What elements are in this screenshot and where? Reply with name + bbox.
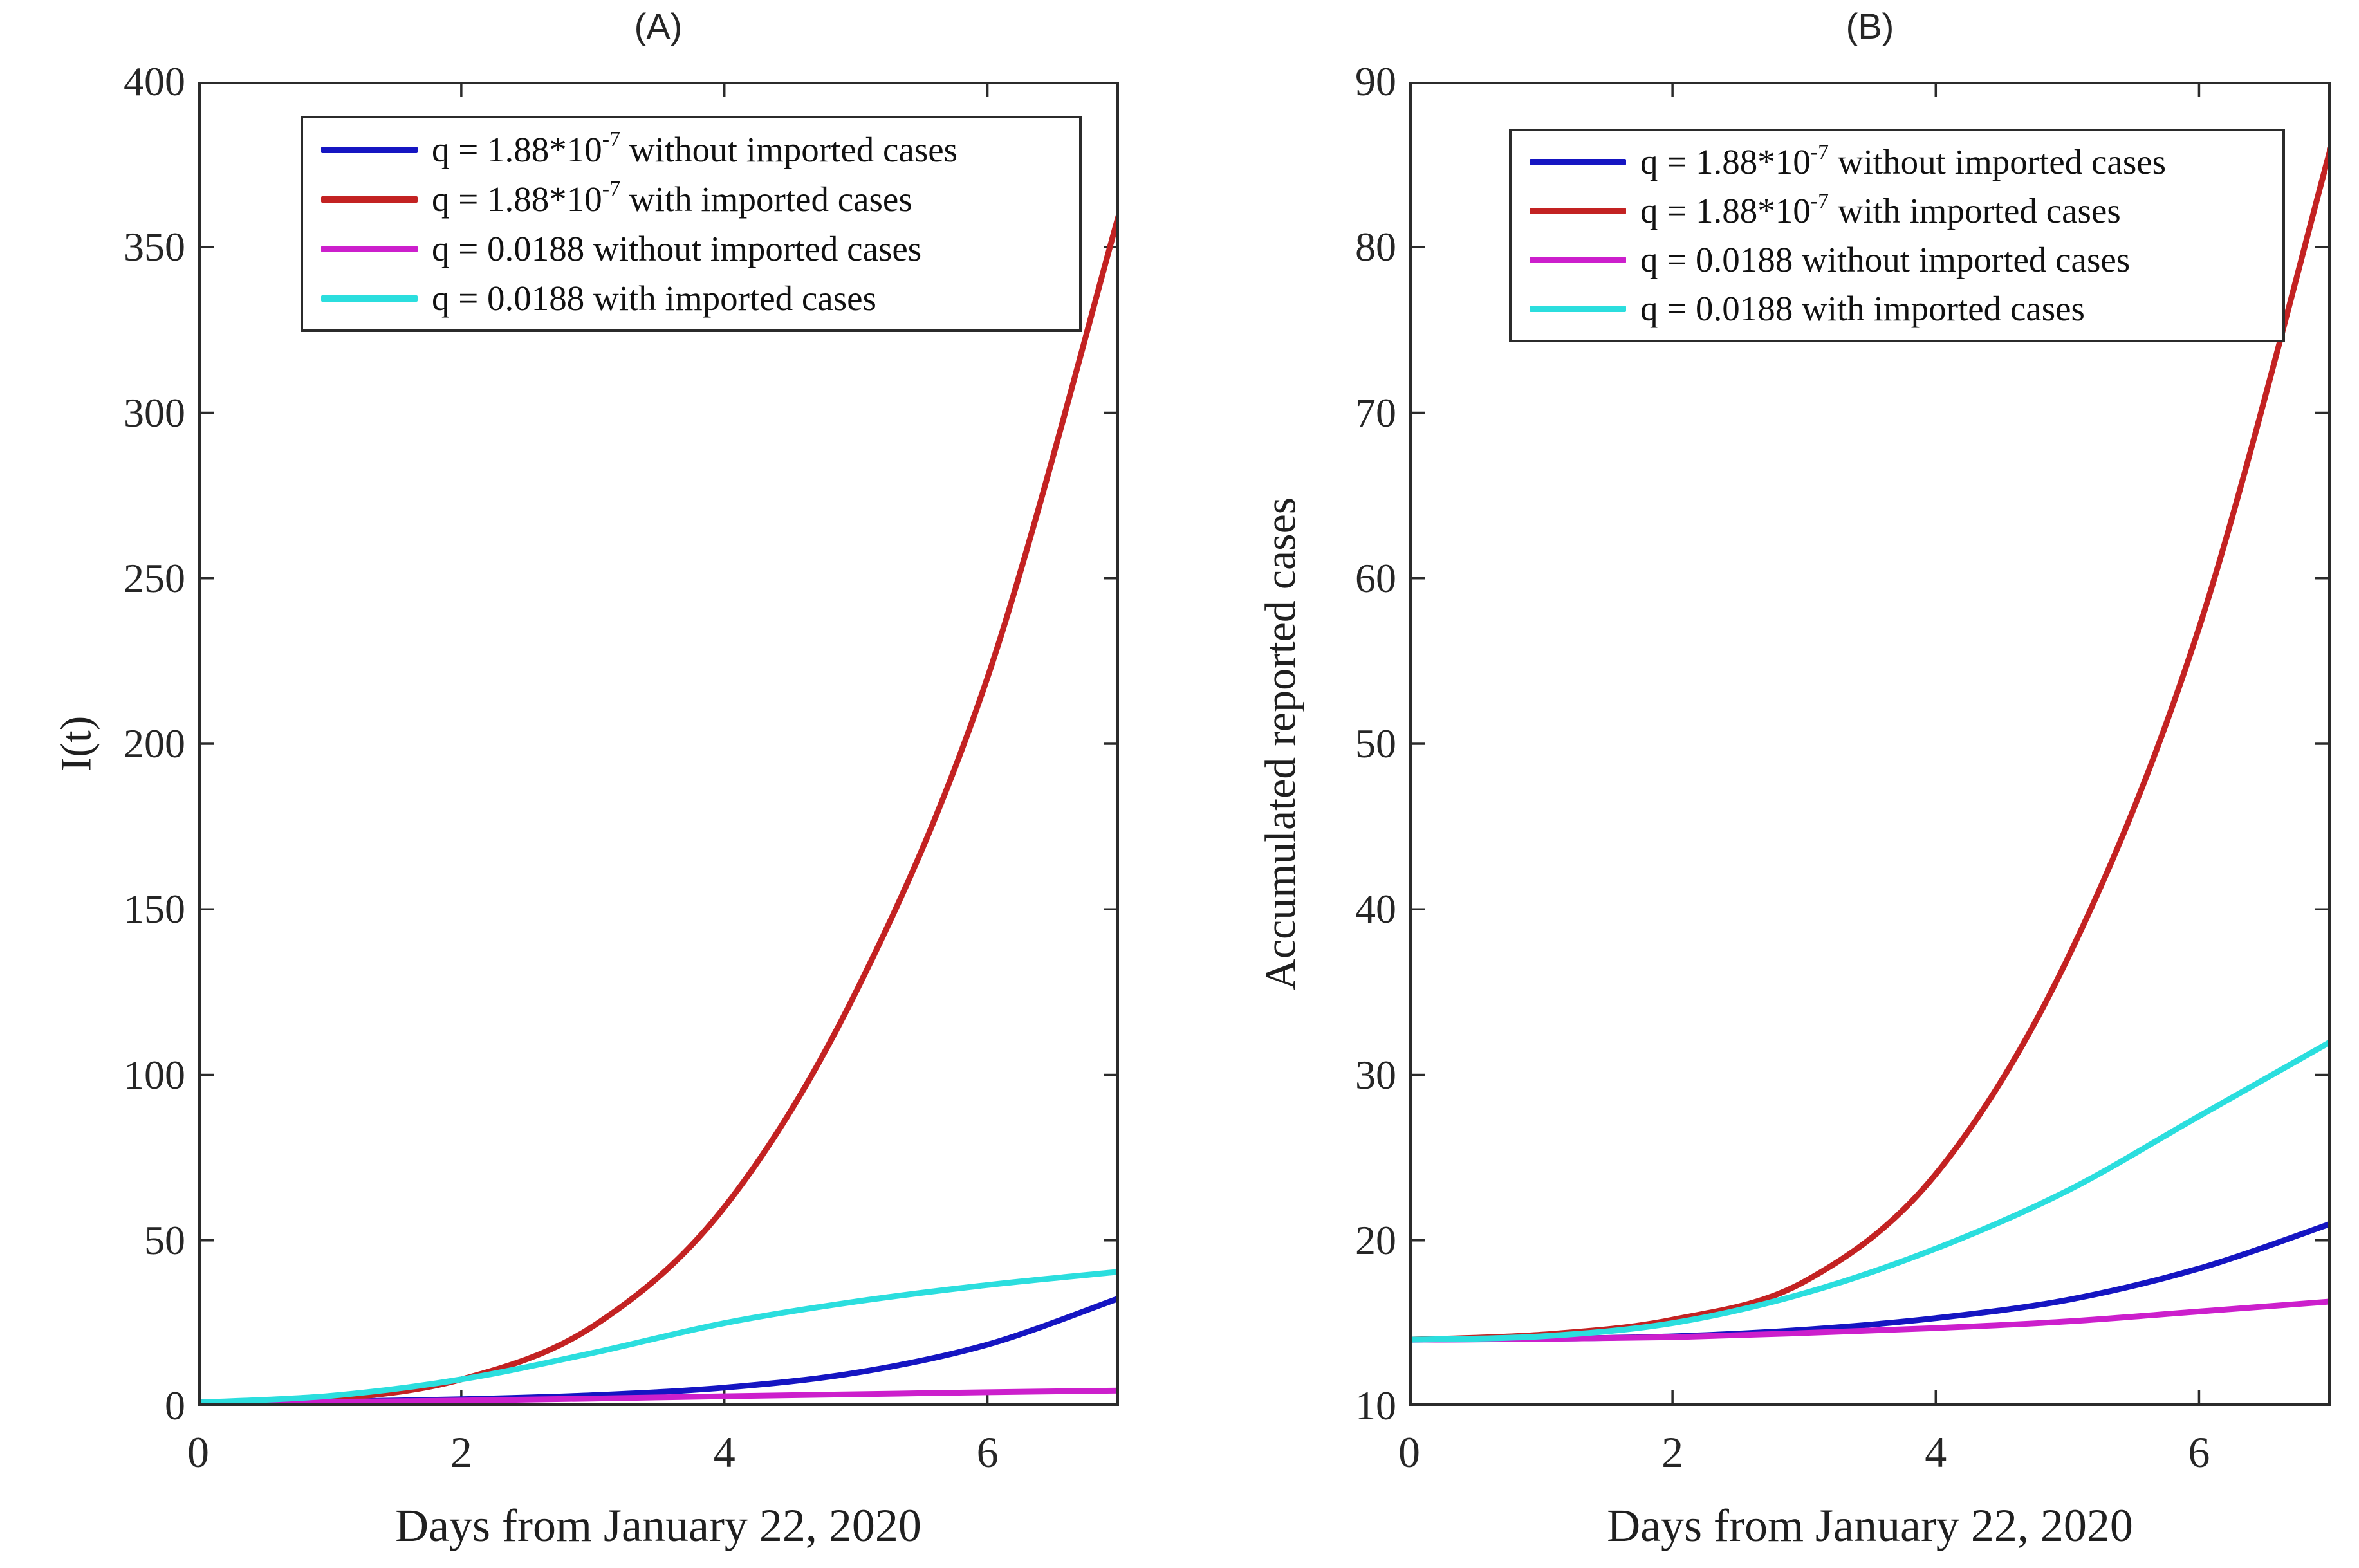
series-line: [198, 211, 1119, 1406]
panel-b-plot: [1409, 82, 2331, 1406]
legend-item: q = 0.0188 without imported cases: [1512, 241, 2282, 279]
legend-item: q = 0.0188 without imported cases: [303, 228, 1079, 268]
y-tick-label: 80: [1355, 224, 1396, 270]
legend-item: q = 1.88*10-7 without imported cases: [303, 127, 1079, 169]
y-tick-label: 300: [124, 389, 185, 436]
y-tick-label: 200: [124, 721, 185, 766]
x-tick-label: 4: [713, 1428, 735, 1477]
legend-item: q = 0.0188 with imported cases: [303, 279, 1079, 318]
panel-a-plot: [198, 82, 1119, 1406]
y-tick-label: 90: [1355, 59, 1396, 104]
legend-line-swatch: [321, 295, 418, 302]
legend-label: q = 0.0188 without imported cases: [1640, 240, 2131, 279]
x-tick-label: 6: [2188, 1428, 2210, 1477]
legend-line-swatch: [1530, 208, 1626, 214]
legend-label: q = 1.88*10-7 without imported cases: [432, 127, 958, 169]
legend-label-superscript: -7: [602, 127, 621, 152]
y-tick-label: 350: [124, 224, 185, 270]
legend-item: q = 0.0188 with imported cases: [1512, 290, 2282, 328]
x-tick-label: 4: [1925, 1428, 1947, 1477]
y-tick-label: 10: [1355, 1383, 1396, 1428]
y-tick-label: 60: [1355, 555, 1396, 601]
series-line: [198, 1269, 1119, 1406]
plot-svg: [1409, 82, 2331, 1406]
y-tick-label: 0: [165, 1383, 185, 1428]
plot-frame: [1409, 82, 2331, 1406]
legend-label: q = 1.88*10-7 with imported cases: [1640, 189, 2121, 230]
legend-label: q = 1.88*10-7 with imported cases: [432, 177, 912, 219]
x-tick-label: 2: [450, 1428, 472, 1477]
legend-label-superscript: -7: [602, 177, 621, 201]
legend-line-swatch: [321, 245, 418, 252]
legend-label: q = 1.88*10-7 without imported cases: [1640, 140, 2167, 181]
plot-svg: [198, 82, 1119, 1406]
x-tick-label: 2: [1661, 1428, 1684, 1477]
legend-item: q = 1.88*10-7 without imported cases: [1512, 140, 2282, 181]
legend-line-swatch: [1530, 159, 1626, 165]
legend-line-swatch: [321, 146, 418, 153]
series-line: [198, 1387, 1119, 1406]
legend-item: q = 1.88*10-7 with imported cases: [303, 177, 1079, 219]
panel-b-title: (B): [1846, 6, 1894, 46]
legend-label-superscript: -7: [1810, 140, 1829, 164]
y-tick-label: 30: [1355, 1051, 1396, 1098]
x-tick-label: 0: [187, 1428, 209, 1477]
panel-a-title: (A): [634, 6, 683, 46]
legend-label-superscript: -7: [1810, 189, 1829, 213]
y-tick-label: 250: [124, 555, 185, 601]
legend-label: q = 0.0188 with imported cases: [1640, 289, 2085, 328]
panel-b-x-axis-label: Days from January 22, 2020: [1607, 1500, 2133, 1551]
legend-line-swatch: [1530, 306, 1626, 312]
series-line: [1409, 1038, 2331, 1343]
legend-label: q = 0.0188 with imported cases: [432, 278, 876, 318]
panel-b-legend-box: q = 1.88*10-7 without imported cases q = …: [1509, 129, 2285, 342]
legend-line-swatch: [1530, 257, 1626, 263]
x-tick-label: 0: [1398, 1428, 1420, 1477]
y-tick-label: 70: [1355, 389, 1396, 436]
y-tick-label: 100: [124, 1051, 185, 1098]
series-line: [1409, 1298, 2331, 1343]
x-tick-label: 6: [976, 1428, 999, 1477]
legend-item: q = 1.88*10-7 with imported cases: [1512, 189, 2282, 230]
y-tick-label: 40: [1355, 886, 1396, 932]
series-line: [198, 1295, 1119, 1406]
legend-line-swatch: [321, 196, 418, 203]
y-tick-label: 50: [144, 1217, 185, 1263]
y-tick-label: 400: [124, 59, 185, 104]
legend-label: q = 0.0188 without imported cases: [432, 228, 922, 268]
plot-frame: [198, 82, 1119, 1406]
y-tick-label: 50: [1355, 721, 1396, 766]
y-tick-label: 150: [124, 886, 185, 932]
y-tick-label: 20: [1355, 1217, 1396, 1263]
panel-a-legend-box: q = 1.88*10-7 without imported cases q = …: [301, 116, 1082, 332]
panel-a-x-axis-label: Days from January 22, 2020: [395, 1500, 921, 1551]
